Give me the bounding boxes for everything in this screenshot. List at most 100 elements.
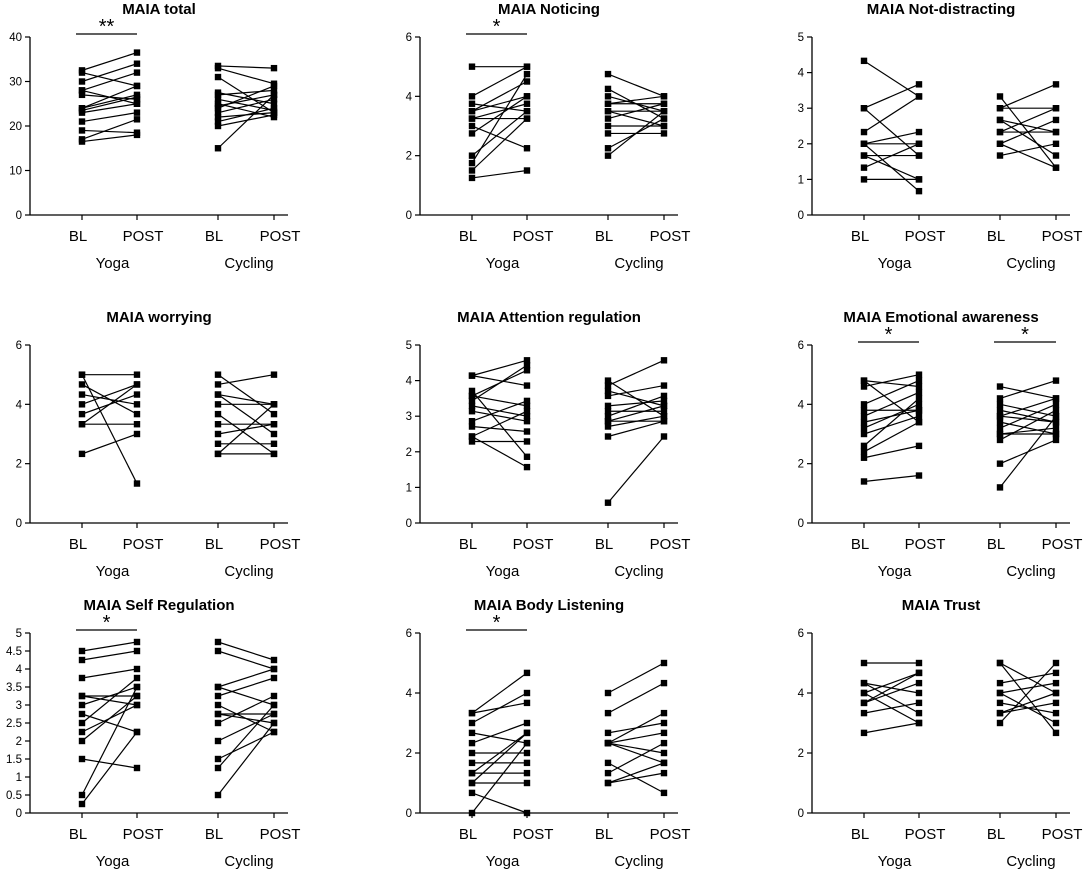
point-bl: [468, 779, 476, 787]
y-tick-label: 4: [406, 688, 413, 700]
subject-line: [863, 397, 920, 447]
x-tick-label: POST: [123, 228, 164, 245]
point-bl: [604, 417, 612, 425]
subject-line: [863, 445, 920, 459]
point-post: [523, 93, 531, 100]
point-post: [133, 82, 141, 90]
x-tick-label: POST: [260, 536, 301, 553]
y-tick-label: 5: [16, 628, 22, 640]
point-post: [270, 109, 278, 116]
subject-line: [607, 73, 665, 97]
panel-title: MAIA Noticing: [498, 1, 600, 18]
x-tick-label: POST: [650, 228, 691, 245]
subject-line: [217, 92, 275, 105]
point-post: [660, 749, 668, 757]
point-bl: [214, 638, 222, 646]
point-bl: [78, 755, 86, 763]
point-bl: [860, 413, 868, 420]
subject-line: [607, 762, 665, 794]
x-tick-label: POST: [513, 826, 554, 843]
group-label-yoga: Yoga: [486, 853, 520, 870]
point-post: [523, 739, 531, 747]
significance-label: *: [885, 324, 893, 346]
point-bl: [468, 387, 476, 395]
x-tick-label: BL: [205, 826, 223, 843]
y-tick-label: 0: [798, 518, 804, 530]
point-post: [523, 362, 531, 369]
group-label-cycling: Cycling: [224, 255, 273, 272]
x-tick-label: BL: [595, 228, 613, 245]
group-label-cycling: Cycling: [1006, 853, 1055, 870]
point-bl: [214, 430, 222, 438]
point-bl: [604, 433, 612, 440]
point-bl: [604, 107, 612, 115]
x-tick-label: POST: [1042, 228, 1083, 245]
x-tick-label: BL: [205, 228, 223, 245]
y-tick-label: 5: [798, 32, 804, 44]
y-tick-label: 2: [16, 736, 22, 748]
point-bl: [78, 127, 86, 134]
subject-line: [217, 67, 275, 85]
point-post: [270, 665, 278, 673]
point-post: [915, 442, 923, 450]
subject-line: [81, 383, 138, 405]
y-tick-label: 2: [798, 748, 804, 760]
point-post: [270, 87, 278, 94]
point-bl: [604, 408, 612, 415]
y-tick-label: 1.5: [6, 754, 22, 766]
point-bl: [468, 438, 476, 445]
y-tick-label: 3: [798, 103, 804, 115]
point-bl: [996, 128, 1004, 136]
subject-line: [863, 403, 920, 429]
point-bl: [996, 140, 1004, 147]
panel-maia-self-regulation: MAIA Self Regulation 0 0.5 1 1.5 2 2.5 3 3.5 4 4.5…: [6, 597, 300, 870]
point-post: [1052, 81, 1060, 88]
subject-line: [471, 66, 528, 97]
point-post: [1052, 395, 1060, 402]
y-tick-label: 40: [9, 32, 22, 44]
point-bl: [78, 391, 86, 398]
point-bl: [996, 413, 1004, 420]
subject-line: [863, 154, 920, 180]
subject-line: [863, 692, 920, 724]
point-bl: [214, 647, 222, 655]
subject-line: [863, 722, 920, 734]
group-label-yoga: Yoga: [486, 563, 520, 580]
y-tick-label: 20: [9, 121, 22, 133]
point-bl: [604, 122, 612, 130]
point-post: [660, 115, 668, 122]
point-bl: [214, 109, 222, 116]
subject-line: [471, 732, 528, 744]
point-bl: [214, 89, 222, 96]
subject-line: [999, 439, 1057, 465]
point-bl: [78, 647, 86, 655]
point-bl: [604, 152, 612, 159]
subject-line: [999, 421, 1057, 435]
point-post: [133, 683, 141, 691]
point-post: [523, 115, 531, 122]
point-post: [660, 93, 668, 100]
panel-title: MAIA Not-distracting: [867, 1, 1016, 18]
subject-line: [217, 94, 275, 107]
point-post: [270, 656, 278, 664]
group-label-cycling: Cycling: [224, 563, 273, 580]
subject-line: [81, 713, 138, 733]
subject-line: [81, 63, 138, 83]
y-tick-label: 4: [16, 664, 23, 676]
point-bl: [996, 424, 1004, 432]
point-bl: [860, 442, 868, 450]
point-post: [270, 692, 278, 700]
subject-line: [217, 76, 275, 114]
point-bl: [996, 460, 1004, 467]
point-bl: [214, 122, 222, 130]
subject-line: [81, 112, 138, 123]
subject-line: [607, 722, 665, 734]
y-tick-label: 2: [798, 139, 804, 151]
point-post: [915, 669, 923, 677]
point-bl: [860, 152, 868, 159]
subject-line: [607, 110, 665, 127]
point-post: [915, 679, 923, 687]
point-bl: [214, 764, 222, 772]
point-post: [270, 113, 278, 121]
point-post: [660, 789, 668, 797]
